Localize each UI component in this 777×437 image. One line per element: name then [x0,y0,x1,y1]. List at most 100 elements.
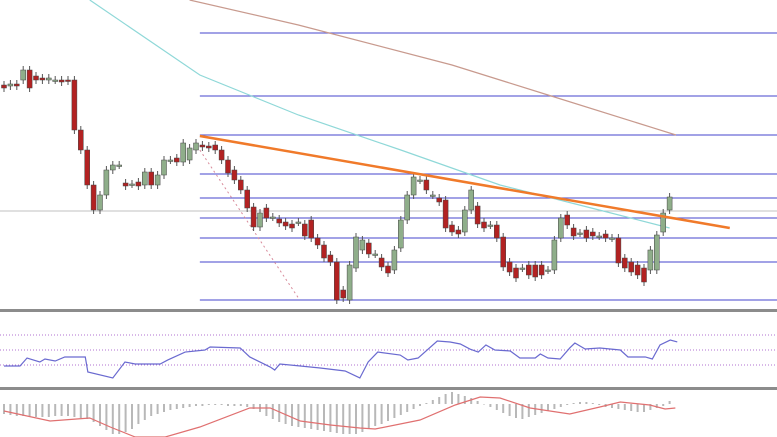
candle-down [570,227,577,237]
candle-up [372,253,378,256]
candle-down [58,79,65,83]
candle-down [366,242,372,255]
candle-down [481,221,487,229]
macd-histogram-bar [451,392,453,404]
candle-down [302,223,308,237]
candle-down [65,79,71,82]
macd-histogram-bar [323,404,325,431]
macd-histogram-bar [425,403,428,404]
candle-down [532,264,538,278]
candle-down [506,261,513,273]
candle-down [78,129,84,151]
macd-histogram-bar [131,404,133,429]
candle-up [167,159,174,162]
candle-down [602,233,609,239]
macd-histogram-bar [495,404,498,410]
macd-histogram-bar [515,404,517,418]
macd-histogram-bar [278,404,281,422]
candle-down [289,223,295,229]
candle-down [90,184,97,211]
candle-down [33,75,39,81]
candle-up [257,212,263,228]
candle-down [122,182,129,187]
candle-down [321,244,327,259]
candle-up [391,249,398,271]
candle-up [346,264,353,301]
candle-up [353,236,359,269]
candle-up [7,83,14,87]
candle-down [238,179,244,191]
macd-histogram-bar [143,404,146,420]
candle-up [551,239,558,271]
candle-down [564,214,570,226]
candle-up [97,194,103,211]
macd-histogram-bar [534,404,537,415]
candle-down [334,261,340,301]
candle-down [442,199,449,229]
macd-histogram-bar [668,401,671,404]
candle-down [628,261,634,273]
candle-up [398,219,404,249]
macd-histogram-bar [412,404,415,409]
slow-moving-average [189,0,677,136]
candle-up [404,194,410,221]
candle-down [423,179,430,191]
candle-up [577,232,583,235]
candle-down [231,169,238,181]
macd-histogram-bar [617,404,620,409]
macd-histogram-bar [60,404,63,416]
panel-separator [0,387,777,390]
candle-down [218,149,225,161]
candle-up [519,267,526,270]
macd-histogram-bar [470,398,473,404]
macd-histogram-bar [374,404,377,426]
macd-histogram-bar [188,404,191,407]
candle-down [500,236,506,268]
candle-down [14,83,20,87]
candle-up [410,176,417,196]
macd-histogram-bar [502,404,505,413]
candle-up [359,239,366,251]
macd-histogram-bar [169,404,172,410]
candle-up [462,209,468,233]
macd-histogram-bar [86,404,89,419]
macd-histogram-bar [547,404,549,411]
candle-up [660,212,666,233]
macd-histogram-bar [182,404,185,408]
candle-up [487,224,494,227]
macd-histogram-bar [329,404,332,432]
candle-down [449,224,455,233]
macd-histogram-bar [406,404,409,412]
candle-down [308,219,314,239]
macd-histogram-bar [438,397,441,404]
candle-down [225,159,231,174]
candle-down [526,264,532,276]
macd-histogram-bar [335,404,338,433]
rsi-line [4,339,678,379]
macd-histogram-bar [9,404,12,415]
macd-histogram-bar [41,404,44,417]
macd-histogram-bar [265,404,268,416]
macd-histogram-bar [361,404,364,432]
macd-histogram-bar [348,404,351,434]
macd-histogram-bar [476,401,479,404]
macd-histogram-bar [297,404,300,427]
candle-down [206,145,212,149]
macd-histogram-bar [47,404,50,417]
macd-histogram-bar [207,404,210,405]
panel-separator [0,309,777,312]
candle-up [609,237,615,240]
macd-histogram-bar [316,404,319,430]
macd-histogram-bar [380,404,383,424]
candle-up [654,234,660,271]
macd-histogram-bar [342,404,345,434]
macd-histogram-bar [73,404,76,417]
candle-up [180,142,186,163]
macd-histogram-bar [156,404,159,414]
macd-histogram-bar [444,394,447,404]
macd-histogram-bar [591,403,594,404]
macd-histogram-bar [489,404,492,407]
candle-down [340,289,346,299]
macd-histogram-bar [150,404,153,416]
macd-histogram-bar [214,404,217,405]
